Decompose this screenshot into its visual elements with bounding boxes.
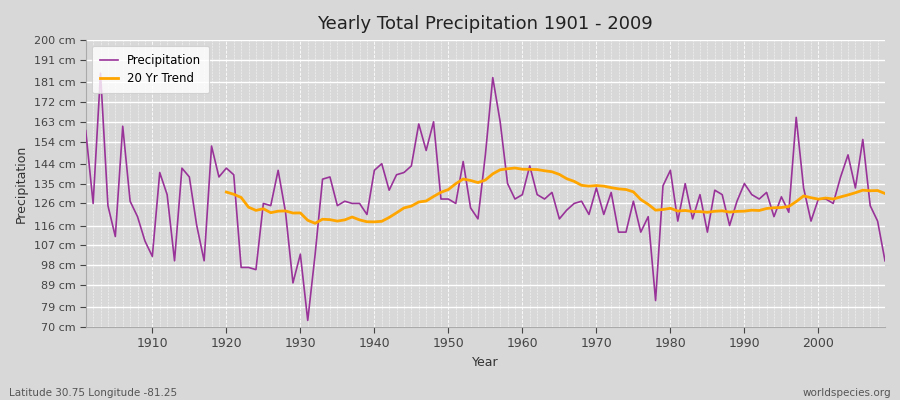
Precipitation — [95, 71, 106, 76]
Precipitation — [317, 177, 328, 182]
Precipitation — [362, 212, 373, 217]
20 Yr Trend — [783, 204, 794, 209]
20 Yr Trend — [695, 209, 706, 214]
Legend: Precipitation, 20 Yr Trend: Precipitation, 20 Yr Trend — [92, 46, 210, 93]
20 Yr Trend — [865, 188, 876, 193]
Precipitation — [621, 230, 632, 234]
20 Yr Trend — [317, 217, 328, 222]
20 Yr Trend — [428, 194, 439, 199]
20 Yr Trend — [509, 166, 520, 170]
Line: Precipitation: Precipitation — [86, 73, 885, 320]
Precipitation — [525, 164, 535, 168]
Y-axis label: Precipitation: Precipitation — [15, 144, 28, 223]
Text: Latitude 30.75 Longitude -81.25: Latitude 30.75 Longitude -81.25 — [9, 388, 177, 398]
Precipitation — [80, 128, 91, 133]
Title: Yearly Total Precipitation 1901 - 2009: Yearly Total Precipitation 1901 - 2009 — [318, 15, 653, 33]
X-axis label: Year: Year — [472, 356, 499, 369]
Precipitation — [147, 254, 158, 259]
Precipitation — [879, 258, 890, 263]
20 Yr Trend — [310, 221, 320, 226]
20 Yr Trend — [220, 190, 231, 194]
Precipitation — [302, 318, 313, 323]
20 Yr Trend — [879, 191, 890, 196]
Text: worldspecies.org: worldspecies.org — [803, 388, 891, 398]
Line: 20 Yr Trend: 20 Yr Trend — [226, 168, 885, 223]
20 Yr Trend — [798, 194, 809, 198]
Precipitation — [532, 192, 543, 197]
